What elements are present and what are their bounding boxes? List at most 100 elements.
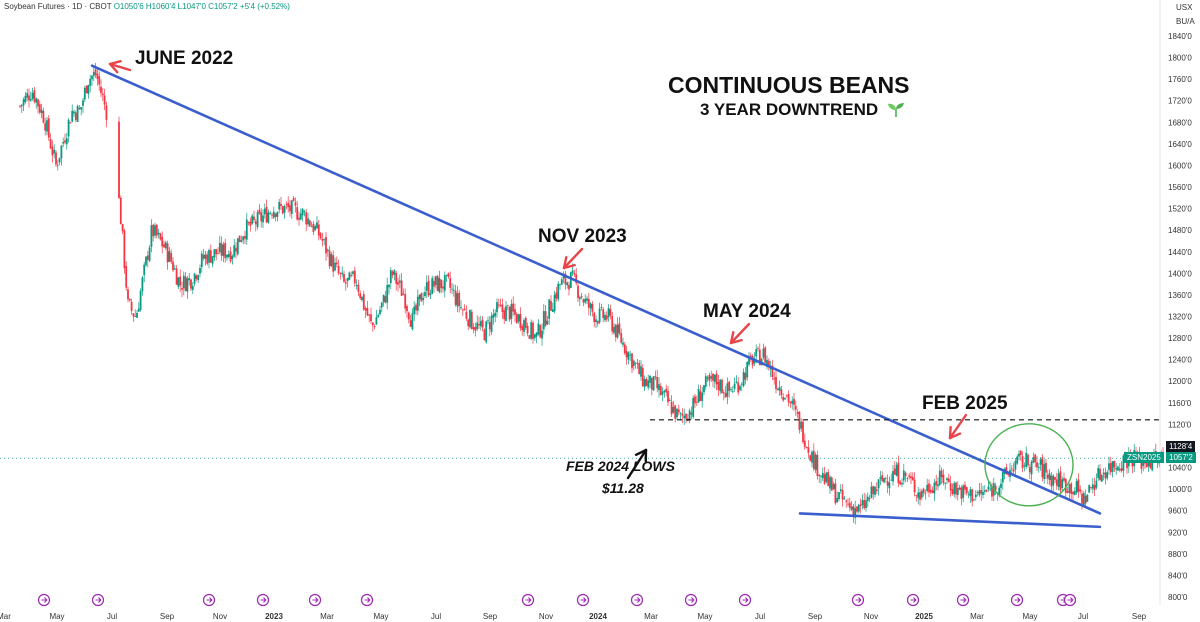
- symbol-header: Soybean Futures · 1D · CBOT O1050'6 H106…: [4, 2, 290, 11]
- candle-body: [235, 247, 237, 252]
- candle-body: [548, 299, 551, 319]
- candle-body: [74, 112, 77, 120]
- candle-body: [566, 282, 569, 286]
- candle-body: [832, 483, 835, 489]
- event-marker-icon[interactable]: [521, 593, 535, 607]
- candle-body: [784, 397, 786, 400]
- event-marker-arrow: [260, 597, 267, 603]
- candle-body: [605, 315, 608, 320]
- candle-body: [890, 479, 893, 481]
- event-marker-icon[interactable]: [308, 593, 322, 607]
- candle-body: [278, 202, 281, 210]
- candle-body: [290, 200, 293, 214]
- event-marker-icon[interactable]: [738, 593, 752, 607]
- candle-body: [658, 384, 660, 391]
- event-marker-icon[interactable]: [91, 593, 105, 607]
- candle-body: [357, 284, 360, 292]
- candle-body: [850, 506, 853, 510]
- event-marker-icon[interactable]: [202, 593, 216, 607]
- event-marker-icon[interactable]: [37, 593, 51, 607]
- candle-body: [677, 409, 680, 413]
- trendlines: [0, 59, 1160, 529]
- price-tick-label: 1240'0: [1168, 356, 1192, 365]
- candle-body: [910, 476, 912, 479]
- candle-body: [656, 377, 659, 389]
- candle-body: [206, 254, 209, 264]
- time-tick-label: Jul: [1078, 612, 1088, 621]
- candle-body: [888, 482, 891, 489]
- event-marker-icon[interactable]: [360, 593, 374, 607]
- candle-body: [625, 351, 628, 358]
- candle-body: [744, 372, 747, 380]
- price-tick-label: 1360'0: [1168, 291, 1192, 300]
- candle-body: [283, 205, 286, 213]
- price-tick-label: 1200'0: [1168, 377, 1192, 386]
- event-markers[interactable]: [37, 593, 1077, 607]
- candle-body: [751, 356, 754, 366]
- candle-body: [904, 472, 907, 477]
- candle-body: [1057, 473, 1060, 487]
- candle-body: [839, 489, 842, 492]
- candle-body: [172, 261, 174, 271]
- candle-body: [29, 98, 32, 101]
- candle-body: [787, 394, 790, 403]
- price-tick-label: 1160'0: [1168, 399, 1192, 408]
- candle-body: [537, 323, 540, 335]
- price-tick-label: 1600'0: [1168, 161, 1192, 170]
- candle-body: [674, 405, 677, 419]
- candle-body: [263, 208, 266, 215]
- subtitle-text: 3 YEAR DOWNTREND: [700, 100, 879, 119]
- candle-body: [424, 291, 426, 297]
- candle-body: [775, 376, 777, 390]
- candle-body: [58, 157, 61, 163]
- candle-body: [510, 303, 513, 319]
- event-marker-icon[interactable]: [256, 593, 270, 607]
- candle-body: [400, 280, 403, 296]
- candle-body: [100, 86, 102, 93]
- candle-body: [514, 309, 516, 315]
- candle-body: [767, 360, 770, 368]
- event-marker-icon[interactable]: [906, 593, 920, 607]
- event-marker-icon[interactable]: [630, 593, 644, 607]
- time-tick-label: Sep: [808, 612, 823, 621]
- candle-body: [377, 314, 380, 317]
- candle-body: [458, 292, 461, 307]
- candle-body: [416, 296, 419, 311]
- candle-body: [883, 478, 885, 483]
- level-price-tag: 1128'4: [1166, 441, 1196, 452]
- time-tick-label: Sep: [160, 612, 175, 621]
- candle-body: [724, 393, 727, 398]
- candle-body: [1061, 479, 1064, 488]
- candle-body: [1099, 468, 1101, 481]
- candle-body: [200, 253, 203, 268]
- event-marker-icon[interactable]: [1010, 593, 1024, 607]
- candle-body: [65, 138, 68, 145]
- candle-body: [415, 304, 417, 311]
- candle-body: [602, 309, 605, 319]
- candle-body: [929, 489, 932, 493]
- candle-body: [974, 494, 977, 498]
- event-marker-icon[interactable]: [684, 593, 698, 607]
- candle-body: [67, 119, 70, 137]
- event-marker-icon[interactable]: [851, 593, 865, 607]
- candle-body: [717, 382, 720, 390]
- candle-body: [287, 203, 290, 208]
- candle-body: [1108, 463, 1110, 470]
- candle-body: [985, 489, 988, 492]
- candle-body: [308, 220, 311, 226]
- candle-body: [564, 273, 567, 285]
- candle-body: [836, 497, 839, 503]
- candle-body: [289, 205, 291, 212]
- candle-body: [1054, 476, 1056, 480]
- candle-body: [730, 389, 732, 391]
- event-marker-icon[interactable]: [956, 593, 970, 607]
- event-marker-icon[interactable]: [1063, 593, 1077, 607]
- candle-body: [731, 391, 734, 393]
- event-marker-icon[interactable]: [576, 593, 590, 607]
- price-tick-label: 1120'0: [1168, 420, 1192, 429]
- candle-body: [353, 270, 356, 284]
- time-tick-label: Sep: [1132, 612, 1147, 621]
- event-marker-arrow: [634, 597, 641, 603]
- candle-body: [204, 254, 207, 259]
- candle-body: [562, 276, 565, 279]
